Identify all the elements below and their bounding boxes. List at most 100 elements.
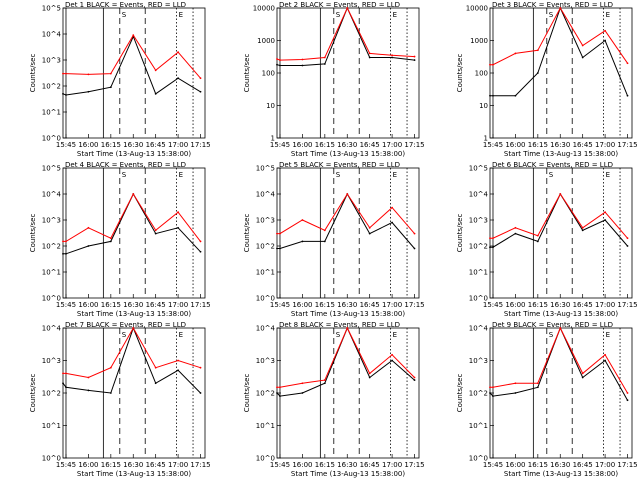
data-point-lld: [301, 58, 304, 61]
data-point-events: [581, 56, 584, 59]
data-point-events: [65, 386, 67, 389]
axes-frame: [62, 167, 206, 299]
data-point-events: [323, 240, 326, 243]
axes-frame: [489, 7, 633, 139]
data-point-events: [65, 94, 67, 96]
data-point-events: [492, 395, 494, 398]
y-tick-label: 10^3: [256, 357, 275, 365]
data-point-lld: [536, 49, 539, 52]
series-lld: [490, 326, 628, 394]
y-tick-label: 10^1: [256, 269, 275, 277]
y-tick-label: 1: [271, 135, 275, 143]
x-axis-label: Start Time (13-Aug-13 15:38:00): [77, 310, 191, 318]
x-tick-label: 16:45: [146, 141, 166, 149]
data-point-lld: [581, 372, 584, 375]
data-point-lld: [109, 72, 112, 75]
panel-det-3: Det 3 BLACK = Events, RED = LLD 1 10 100 100…: [456, 1, 638, 158]
x-tick-label: 16:45: [360, 141, 380, 149]
y-tick-label: 10^4: [42, 31, 62, 39]
data-point-events: [604, 39, 606, 42]
data-point-events: [301, 240, 304, 243]
data-point-lld: [87, 73, 90, 76]
series-events: [63, 192, 201, 255]
x-tick-label: 16:45: [573, 301, 593, 309]
data-point-lld: [279, 232, 281, 235]
series-events: [490, 192, 628, 248]
marker-s: S: [549, 171, 554, 179]
y-tick-label: 10^2: [42, 243, 61, 251]
x-tick-label: 16:00: [505, 301, 525, 309]
y-axis-label: Counts/sec: [456, 214, 464, 253]
x-axis-label: Start Time (13-Aug-13 15:38:00): [291, 150, 405, 158]
panel-title: Det 1 BLACK = Events, RED = LLD: [65, 1, 186, 9]
data-point-events: [154, 232, 157, 235]
data-point-lld: [368, 52, 371, 55]
data-point-lld: [65, 240, 67, 243]
data-point-events: [154, 382, 157, 385]
x-tick-label: 17:15: [404, 301, 424, 309]
panel-title: Det 3 BLACK = Events, RED = LLD: [492, 1, 613, 9]
data-point-lld: [492, 386, 494, 389]
data-point-lld: [626, 392, 629, 394]
data-point-lld: [199, 77, 202, 80]
data-point-lld: [536, 382, 539, 385]
marker-s: S: [122, 331, 127, 339]
y-tick-label: 1000: [470, 37, 488, 45]
x-tick-label: 17:15: [617, 141, 637, 149]
x-tick-label: 16:15: [528, 301, 548, 309]
y-tick-label: 10: [479, 102, 488, 110]
y-tick-label: 1: [484, 135, 488, 143]
y-tick-label: 10^2: [256, 243, 275, 251]
y-tick-label: 10^5: [469, 165, 488, 173]
data-point-lld: [391, 353, 393, 356]
x-tick-label: 15:45: [270, 301, 290, 309]
x-tick-label: 15:45: [270, 141, 290, 149]
y-tick-label: 10^0: [42, 295, 61, 303]
x-axis-label: Start Time (13-Aug-13 15:38:00): [504, 310, 618, 318]
y-axis-label: Counts/sec: [243, 214, 251, 253]
data-point-events: [391, 56, 393, 59]
x-tick-label: 16:30: [123, 141, 143, 149]
panel-title: Det 7 BLACK = Events, RED = LLD: [65, 321, 186, 329]
x-tick-label: 17:00: [382, 141, 402, 149]
data-point-lld: [65, 372, 67, 375]
data-point-events: [177, 369, 179, 372]
y-tick-label: 10^0: [42, 455, 61, 463]
data-point-lld: [62, 72, 64, 75]
data-point-lld: [109, 237, 112, 240]
y-tick-label: 10^2: [256, 390, 275, 398]
marker-e: E: [393, 11, 397, 19]
data-point-lld: [489, 386, 491, 389]
panel-det-7: Det 7 BLACK = Events, RED = LLD 10^0 10^1 1…: [29, 321, 211, 478]
data-point-events: [301, 64, 304, 67]
marker-e: E: [606, 331, 610, 339]
series-events: [277, 192, 415, 249]
data-point-events: [626, 245, 629, 247]
data-point-events: [604, 359, 606, 362]
data-point-events: [626, 94, 629, 97]
series-events: [62, 35, 201, 96]
data-point-lld: [276, 232, 278, 235]
data-point-events: [279, 395, 281, 398]
x-tick-label: 15:45: [270, 461, 290, 469]
data-point-lld: [413, 232, 416, 235]
panel-title: Det 9 BLACK = Events, RED = LLD: [492, 321, 613, 329]
data-point-events: [62, 252, 64, 255]
x-tick-label: 16:00: [78, 141, 98, 149]
x-tick-label: 16:45: [146, 461, 166, 469]
y-axis-label: Counts/sec: [456, 54, 464, 93]
series-lld: [63, 192, 201, 242]
y-axis-label: Counts/sec: [456, 374, 464, 413]
data-point-events: [626, 399, 629, 402]
x-axis-label: Start Time (13-Aug-13 15:38:00): [77, 150, 191, 158]
panel-det-9: Det 9 BLACK = Events, RED = LLD 10^0 10^1 1…: [456, 321, 638, 478]
data-point-lld: [346, 7, 349, 9]
y-tick-label: 10^0: [256, 295, 275, 303]
data-point-lld: [199, 240, 202, 243]
x-tick-label: 16:30: [550, 301, 570, 309]
x-tick-label: 17:00: [168, 461, 188, 469]
data-point-events: [62, 382, 64, 385]
y-axis-label: Counts/sec: [243, 54, 251, 93]
data-point-events: [276, 392, 278, 394]
